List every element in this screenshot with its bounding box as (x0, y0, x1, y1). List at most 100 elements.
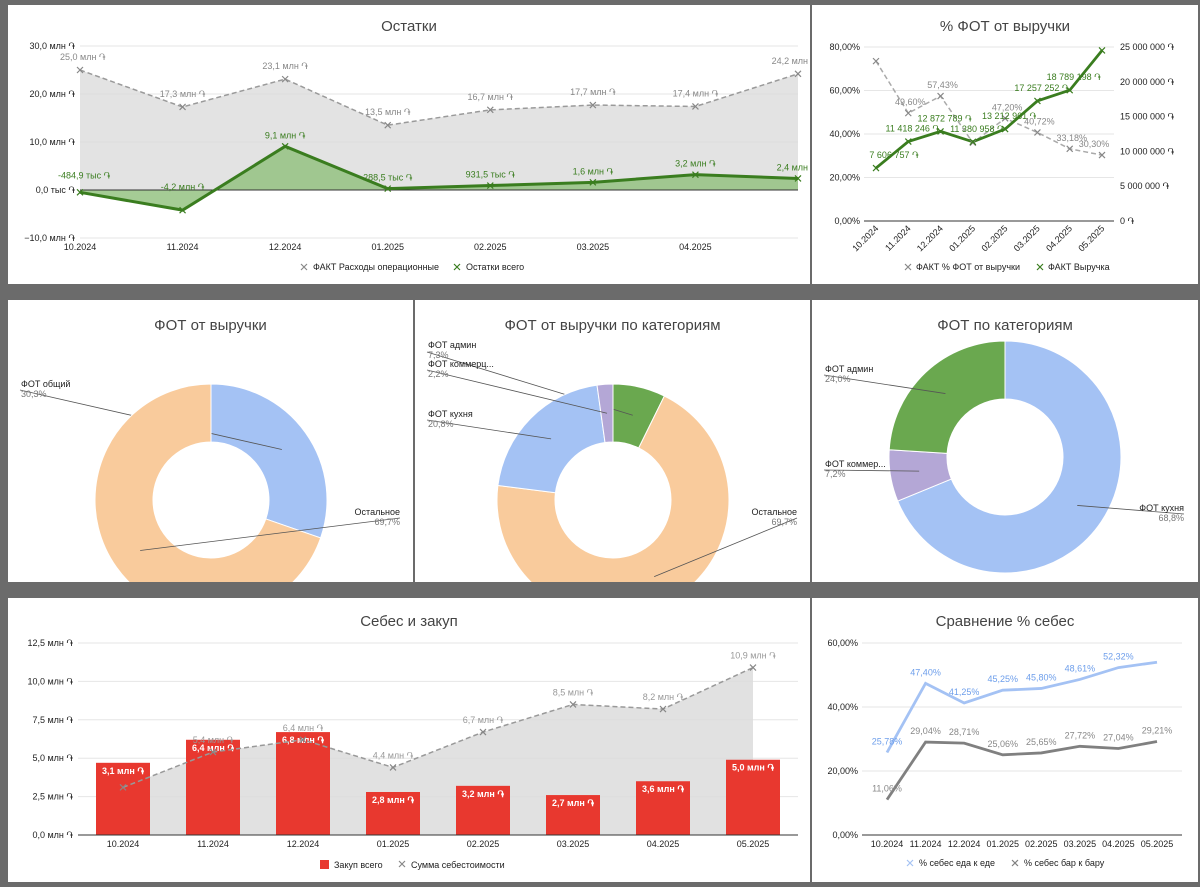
y-tick-label-left: 0,00% (834, 216, 860, 226)
point-vyruchka (872, 164, 880, 172)
legend-marker-zakup (320, 860, 329, 869)
point-sebestoimost (299, 736, 307, 744)
leader-line (140, 517, 401, 551)
data-label-operational: 16,7 млн ֏ (468, 92, 514, 102)
point-fot-pct (969, 139, 977, 147)
y-tick-label: 10,0 млн ֏ (29, 137, 75, 147)
x-tick-label: 11.2024 (197, 839, 229, 849)
point-ostatki (692, 171, 699, 179)
y-tick-label: 20,0 млн ֏ (29, 89, 75, 99)
pie-slice (496, 395, 730, 582)
x-tick-label: 04.2025 (647, 839, 680, 849)
line-sebestoimost (122, 666, 754, 789)
y-tick-label: 10,0 млн ֏ (27, 676, 73, 686)
y-tick-label-left: 80,00% (829, 42, 860, 52)
data-label: 25,65% (1026, 737, 1057, 747)
x-tick-label: 11.2024 (910, 839, 942, 849)
legend-label-operational: ФАКТ Расходы операционные (313, 262, 439, 272)
point-vyruchka (1066, 86, 1074, 94)
point-operational (76, 66, 84, 74)
data-label: 45,25% (987, 674, 1018, 684)
slice-percent: 7,2% (825, 469, 846, 479)
point-sebestoimost (209, 748, 217, 756)
data-label-sebestoimost: 6,7 млн ֏ (463, 715, 504, 725)
point-sebestoimost (479, 728, 487, 736)
y-tick-label: 40,00% (827, 702, 858, 712)
x-tick-label: 04.2025 (1044, 223, 1074, 253)
slice-percent: 7,3% (428, 350, 449, 360)
leader-line (1077, 505, 1185, 515)
data-label: 27,04% (1103, 732, 1134, 742)
legend-marker-sebestoimost (398, 860, 406, 868)
data-label-operational: 13,5 млн ֏ (365, 107, 411, 117)
point-ostatki (794, 175, 802, 182)
data-label-vyruchka: 13 212 961 ֏ (982, 111, 1037, 121)
data-label-vyruchka: 18 789 198 ֏ (1047, 72, 1102, 82)
chart-title: ФОТ от выручки по категориям (504, 317, 720, 334)
data-label-operational: 17,7 млн ֏ (570, 87, 616, 97)
legend-marker-ostatki (453, 263, 461, 271)
point-sebestoimost (659, 705, 667, 713)
data-label: 45,80% (1026, 672, 1057, 682)
x-tick-label: 05.2025 (1141, 839, 1174, 849)
data-label-zakup: 2,7 млн ֏ (552, 798, 594, 808)
chart-title: Себес и закуп (360, 613, 458, 630)
data-label-ostatki: 3,2 млн ֏ (675, 159, 716, 169)
point-vyruchka (1001, 125, 1009, 133)
x-tick-label: 03.2025 (557, 839, 590, 849)
x-tick-label: 03.2025 (577, 242, 610, 252)
data-label-sebestoimost: 4,4 млн ֏ (373, 750, 414, 760)
chart-fot-pct: % ФОТ от выручки 80,00% 60,00% 40,00% 20,00%… (829, 18, 1175, 272)
slice-label: ФОТ коммерц... (428, 359, 494, 369)
data-label-ostatki: 2,4 млн (777, 162, 808, 172)
chart-title: Сравнение % себес (936, 613, 1075, 630)
data-label-ostatki: -4,2 млн ֏ (161, 182, 205, 192)
legend-marker-fot-pct (904, 263, 912, 271)
x-tick-label: 02.2025 (467, 839, 500, 849)
x-tick-label: 02.2025 (979, 223, 1009, 253)
point-vyruchka (1034, 97, 1041, 105)
slice-percent: 24,0% (825, 374, 851, 384)
legend-label-eda: % себес еда к еде (919, 858, 995, 868)
legend-marker-vyruchka (1036, 263, 1044, 271)
x-tick-label: 10.2024 (64, 242, 97, 252)
data-label-operational: 23,1 млн ֏ (262, 61, 308, 71)
point-operational (589, 101, 597, 109)
data-label-operational: 17,3 млн ֏ (160, 89, 206, 99)
chart-title: Остатки (381, 18, 437, 35)
legend-label-bar: % себес бар к бару (1024, 858, 1105, 868)
data-label-fot-pct: 33,18% (1056, 133, 1087, 143)
x-tick-label: 10.2024 (850, 223, 880, 253)
x-tick-label: 10.2024 (107, 839, 140, 849)
point-vyruchka (937, 127, 944, 135)
legend-label-zakup: Закуп всего (334, 860, 383, 870)
slice-label: ФОТ коммер... (825, 459, 886, 469)
bar-zakup (366, 791, 420, 835)
data-label: 29,21% (1142, 726, 1173, 736)
data-label-ostatki: 9,1 млн ֏ (265, 130, 306, 140)
data-label: 48,61% (1065, 663, 1096, 673)
data-label: 52,32% (1103, 652, 1134, 662)
y-tick-label-right: 20 000 000 ֏ (1120, 77, 1175, 87)
pie-slice (897, 340, 1122, 574)
data-label-sebestoimost: 6,4 млн ֏ (283, 723, 324, 733)
point-ostatki (179, 206, 186, 214)
chart-title: ФОТ от выручки (154, 317, 267, 334)
leader-line (823, 374, 946, 394)
slice-label: ФОТ админ (428, 340, 476, 350)
data-label-ostatki: -484,9 тыс ֏ (58, 170, 111, 180)
legend-marker-operational (300, 263, 308, 271)
data-label: 25,78% (872, 737, 903, 747)
data-label-zakup: 5,0 млн ֏ (732, 763, 774, 773)
panel-fot-vyruchki: ФОТ от выручки ФОТ общий 30,3% Остальное 69,… (8, 300, 413, 582)
slice-percent: 30,3% (21, 389, 47, 399)
point-ostatki (384, 185, 392, 193)
bar-zakup (186, 739, 240, 835)
point-operational (384, 121, 392, 129)
leader-line (426, 419, 552, 440)
bar-zakup (636, 781, 690, 835)
x-tick-label: 04.2025 (679, 242, 712, 252)
slice-percent: 69,7% (771, 517, 797, 527)
y-tick-label-right: 25 000 000 ֏ (1120, 42, 1175, 52)
